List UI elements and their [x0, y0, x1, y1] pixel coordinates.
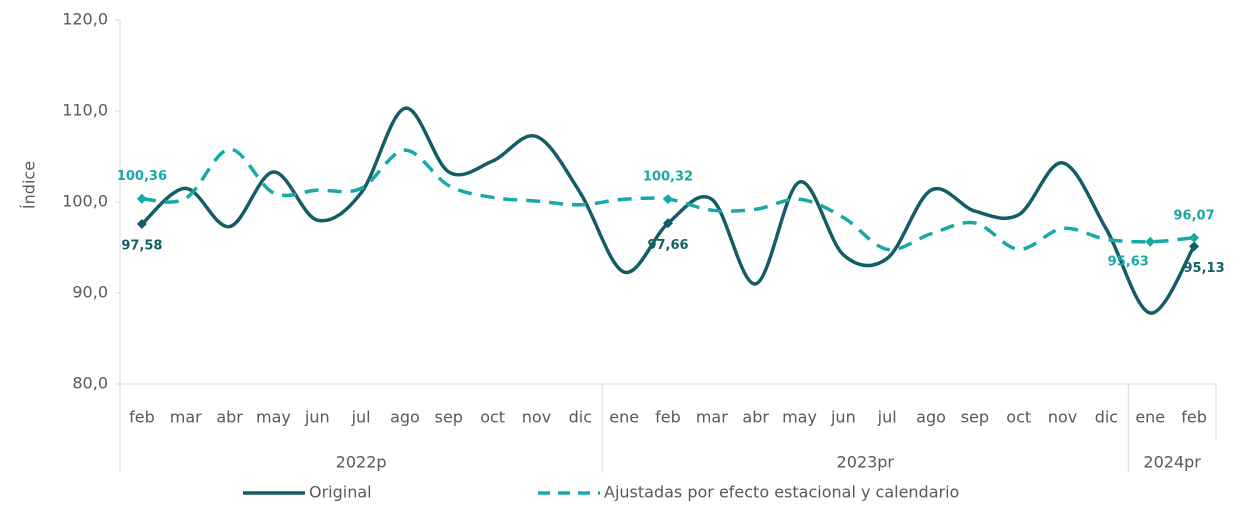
x-tick-label: sep [961, 408, 989, 427]
x-tick-label: abr [742, 408, 769, 427]
y-tick-label: 90,0 [72, 283, 108, 302]
x-tick-label: sep [435, 408, 463, 427]
x-tick-label: abr [216, 408, 243, 427]
marker [136, 219, 147, 230]
x-tick-label: jun [830, 408, 856, 427]
x-tick-label: oct [480, 408, 505, 427]
x-tick-label: may [782, 408, 817, 427]
marker [1145, 236, 1156, 247]
x-tick-label: feb [129, 408, 155, 427]
x-tick-label: dic [569, 408, 592, 427]
x-tick-label: feb [655, 408, 681, 427]
x-tick-label: jul [351, 408, 371, 427]
marker [1189, 241, 1200, 252]
x-tick-label: oct [1006, 408, 1031, 427]
legend-label: Original [309, 483, 372, 502]
marker [663, 218, 673, 229]
marker [136, 193, 147, 204]
value-label: 95,13 [1184, 261, 1225, 276]
group-label: 2023pr [837, 453, 895, 472]
x-tick-label: dic [1095, 408, 1118, 427]
x-tick-label: nov [1048, 408, 1077, 427]
x-tick-label: ene [609, 408, 639, 427]
y-tick-label: 110,0 [62, 101, 108, 120]
legend-label: Ajustadas por efecto estacional y calend… [604, 483, 959, 502]
x-tick-label: jun [304, 408, 330, 427]
x-tick-label: ago [390, 408, 420, 427]
y-tick-label: 80,0 [72, 374, 108, 393]
y-tick-label: 120,0 [62, 10, 108, 29]
y-axis-label: Índice [20, 161, 39, 209]
group-label: 2024pr [1143, 453, 1201, 472]
value-label: 96,07 [1174, 208, 1215, 223]
x-tick-label: may [256, 408, 291, 427]
line-series [140, 106, 1196, 315]
x-tick-label: nov [522, 408, 551, 427]
marker [1189, 232, 1200, 243]
value-label: 97,66 [647, 238, 688, 253]
y-tick-label: 100,0 [62, 192, 108, 211]
x-tick-label: mar [170, 408, 202, 427]
value-label: 95,63 [1108, 254, 1149, 269]
x-tick-label: ago [916, 408, 946, 427]
x-tick-label: ene [1135, 408, 1165, 427]
value-label: 100,36 [117, 169, 167, 184]
x-tick-label: mar [696, 408, 728, 427]
value-label: 100,32 [643, 170, 693, 185]
marker [663, 194, 673, 205]
value-label: 97,58 [121, 239, 162, 254]
group-label: 2022p [336, 453, 387, 472]
x-tick-label: jul [877, 408, 897, 427]
x-tick-label: feb [1181, 408, 1207, 427]
